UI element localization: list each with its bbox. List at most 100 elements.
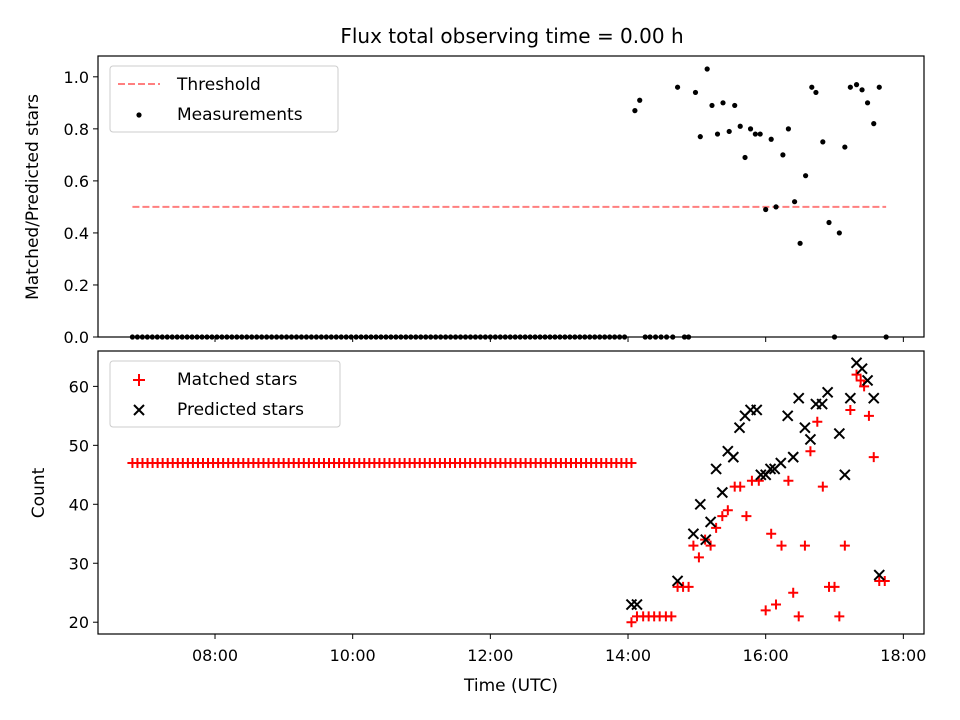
measurements-point [803, 173, 809, 179]
predicted-stars-point [631, 598, 643, 611]
y-tick-label: 0.2 [64, 276, 89, 295]
count-plot-area [127, 357, 890, 628]
ratio-legend-box [109, 65, 339, 133]
y-tick-label: 20 [69, 613, 89, 632]
x-tick-label: 18:00 [880, 646, 926, 665]
x-tick-label: 12:00 [467, 646, 513, 665]
measurements-point [692, 89, 699, 96]
measurements-point [791, 199, 798, 205]
y-tick-label: 60 [69, 377, 89, 396]
measurements-point [763, 206, 769, 213]
y-tick-label: 0.0 [64, 328, 89, 347]
ratio-panel-frame [97, 55, 925, 338]
y-tick-label: 0.4 [64, 224, 89, 243]
count-axes: 20 30 40 50 60 08:00 10:00 12:00 14:00 16:00 18:00 [69, 377, 927, 665]
predicted-stars-point [861, 374, 874, 387]
matched-stars-point [868, 452, 879, 463]
predicted-stars-point [710, 463, 722, 475]
predicted-stars-point [700, 533, 712, 546]
matched-stars-point [717, 511, 728, 522]
measurements-point [726, 128, 732, 135]
matched-stars-point [805, 446, 816, 457]
y-tick-label: 50 [69, 436, 89, 455]
measurements-point [820, 139, 826, 145]
measurements-point [871, 121, 877, 127]
measurements-point [842, 144, 848, 150]
matched-stars-point [845, 404, 856, 415]
matched-stars-point [839, 540, 850, 551]
predicted-stars-legend-marker [133, 404, 145, 416]
predicted-stars-point [671, 575, 684, 587]
measurements-point [709, 102, 715, 109]
predicted-stars-point [733, 421, 746, 434]
matched-stars-point [799, 540, 810, 551]
measurements-point [847, 84, 853, 90]
predicted-stars-point [727, 451, 740, 463]
matched-stars-legend-marker [133, 374, 145, 386]
ratio-panel: 0.0 0.2 0.4 0.6 0.8 1.0 Matched/Predicted sta… [23, 55, 925, 347]
matched-stars-point [766, 528, 777, 539]
measurements-point [826, 219, 832, 226]
matched-stars-point [783, 475, 794, 486]
ratio-plot-area [129, 66, 889, 340]
matched-stars-point [722, 505, 733, 516]
x-tick-label: 10:00 [330, 646, 376, 665]
matched-stars-point [776, 540, 787, 551]
measurements-point [747, 126, 754, 132]
predicted-stars-legend-label: Predicted stars [177, 400, 304, 420]
matched-stars-point [851, 369, 862, 380]
x-tick-label: 14:00 [605, 646, 651, 665]
x-axis-label: Time (UTC) [463, 676, 558, 696]
matched-stars-point [683, 581, 694, 592]
predicted-stars-point [816, 398, 828, 410]
measurements-legend-marker [136, 112, 142, 118]
predicted-stars-point [704, 516, 717, 528]
y-tick-label: 30 [69, 554, 89, 573]
y-tick-label: 40 [69, 495, 89, 514]
predicted-stars-point [751, 404, 763, 416]
measurements-point [737, 123, 743, 129]
measurements-point [780, 152, 786, 158]
measurements-point [732, 102, 738, 109]
measurements-point [864, 100, 871, 106]
y-tick-label: 1.0 [64, 68, 89, 87]
measurements-point [632, 108, 638, 114]
matched-stars-point [626, 458, 637, 469]
predicted-stars-point [844, 392, 857, 404]
measurements-point [853, 82, 860, 88]
matched-stars-point [771, 599, 782, 610]
predicted-stars-point [787, 451, 799, 463]
measurements-point [768, 136, 774, 142]
measurements-point [773, 204, 779, 210]
matched-stars-point [735, 481, 746, 492]
predicted-stars-point [775, 457, 787, 469]
x-tick-label: 16:00 [743, 646, 789, 665]
count-panel: 20 30 40 50 60 08:00 10:00 12:00 14:00 16:00 18:00… [29, 350, 927, 696]
matched-stars-point [863, 410, 874, 421]
matched-stars-point [879, 575, 890, 586]
count-legend: Matched stars Predicted stars [109, 360, 341, 428]
measurements-point [704, 66, 710, 72]
predicted-stars-point [716, 486, 729, 499]
matched-stars-point [688, 540, 699, 551]
predicted-stars-point [755, 469, 767, 481]
count-legend-box [109, 360, 341, 428]
count-y-axis-label: Count [29, 467, 49, 518]
measurements-point [742, 154, 748, 161]
predicted-stars-point [868, 392, 880, 404]
matched-stars-point [711, 522, 722, 533]
measurements-point [813, 89, 819, 96]
predicted-stars-point [833, 427, 846, 440]
ratio-legend: Threshold Measurements [109, 65, 339, 133]
predicted-stars-point [856, 362, 868, 375]
predicted-stars-point [839, 469, 851, 481]
y-tick-label: 0.8 [64, 120, 89, 139]
x-tick-label: 08:00 [192, 646, 238, 665]
matched-stars-legend-label: Matched stars [177, 370, 297, 390]
predicted-stars-point [764, 463, 777, 475]
measurements-point [714, 131, 721, 137]
predicted-stars-point [793, 392, 805, 404]
matched-stars-point [693, 552, 704, 563]
predicted-stars-point [694, 498, 706, 510]
